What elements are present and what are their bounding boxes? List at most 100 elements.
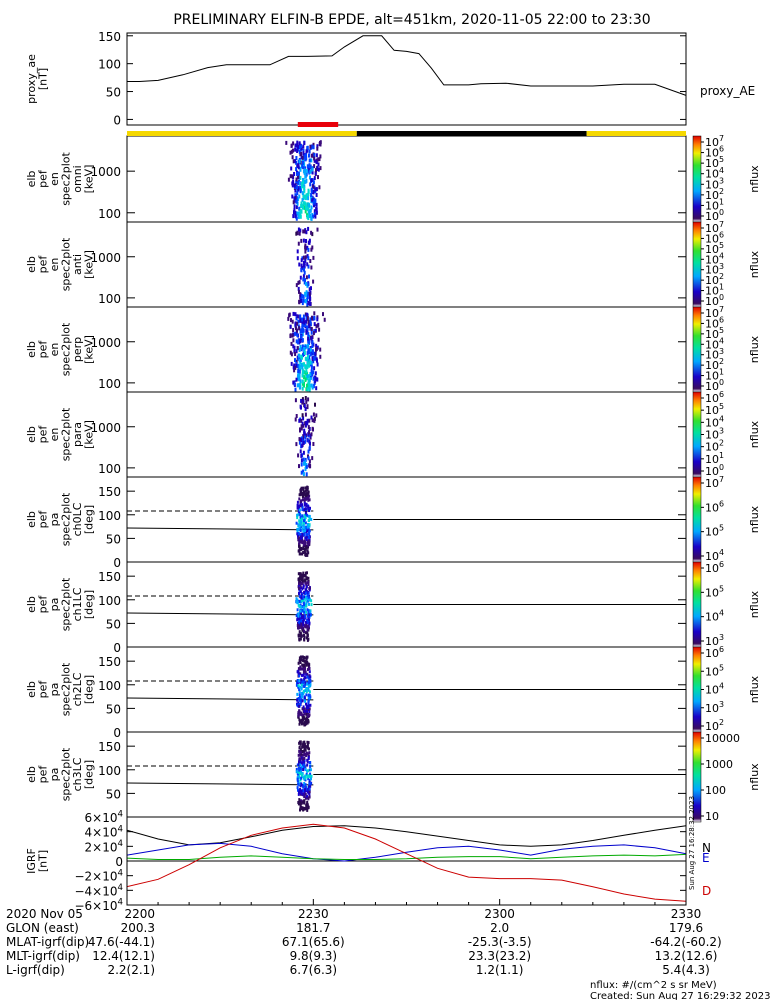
pixel-cell: [308, 374, 311, 379]
pixel-cell: [322, 312, 324, 317]
pixel-cell: [298, 377, 301, 382]
pixel-cell: [311, 340, 314, 345]
pixel-cell: [303, 548, 306, 551]
pixel-cell: [304, 595, 307, 599]
pixel-cell: [306, 808, 309, 812]
pixel-cell: [305, 712, 308, 716]
pixel-cell: [301, 379, 304, 384]
pixel-cell: [292, 159, 295, 164]
pixel-cell: [310, 195, 313, 200]
pixel-cell: [297, 536, 300, 540]
pixel-cell: [303, 383, 305, 388]
pixel-cell: [301, 181, 303, 186]
pixel-cell: [303, 606, 305, 610]
pixel-cell: [304, 631, 307, 635]
pixel-cell: [305, 536, 308, 540]
pixel-cell: [308, 586, 311, 590]
pixel-cell: [298, 620, 301, 624]
pixel-cell: [306, 297, 309, 302]
pixel-cell: [297, 144, 299, 149]
pixel-cell: [307, 336, 310, 341]
pixel-cell: [301, 365, 304, 370]
pixel-cell: [304, 717, 307, 721]
pixel-cell: [312, 180, 315, 185]
pixel-cell: [295, 614, 298, 618]
xaxis-value-mlat: -25.3(-3.5): [468, 935, 532, 949]
pixel-cell: [303, 492, 306, 496]
colorbars-layer: 107106105104103102101100nflux10710610510…: [692, 134, 761, 823]
pixel-cell: [304, 776, 307, 780]
pixel-cell: [297, 532, 300, 535]
pixel-cell: [308, 238, 311, 243]
pixel-cell: [313, 158, 316, 163]
pixel-cell: [299, 685, 301, 689]
pixel-cell: [310, 383, 313, 388]
ytick-label: −2×104: [74, 868, 123, 883]
pixel-cell: [310, 369, 313, 374]
pixel-cell: [302, 314, 305, 319]
pixel-cell: [308, 613, 311, 617]
pixel-cell: [309, 703, 312, 707]
xaxis-value-mlat: 47.6(-44.1): [88, 935, 155, 949]
pixel-cell: [295, 414, 298, 418]
pixel-cell: [308, 530, 311, 534]
colorbar-tick-label: 104: [705, 336, 724, 351]
pixel-cell: [296, 249, 299, 254]
pixel-cell: [308, 792, 311, 796]
ytick-label: 100: [98, 292, 121, 306]
pixel-cell: [307, 756, 310, 759]
pixel-cell: [309, 214, 312, 218]
pixel-cell: [303, 597, 306, 601]
pixel-cell: [302, 178, 304, 182]
colorbar-tick-label: 101: [705, 197, 724, 212]
pixel-cell: [302, 508, 305, 512]
pixel-cell: [306, 533, 309, 537]
pixel-cell: [310, 178, 313, 183]
pixel-cell: [297, 612, 300, 616]
colorbar-tick-label: 104: [705, 609, 724, 624]
pixel-cell: [302, 441, 305, 445]
pixel-cell: [310, 603, 313, 607]
pixel-cell: [315, 357, 318, 362]
pixel-cell: [301, 386, 304, 391]
pixel-cell: [305, 663, 308, 667]
colorbar-tick-label: 104: [705, 166, 724, 181]
pixel-cell: [304, 166, 307, 171]
pixel-cell: [285, 140, 288, 145]
pixel-cell: [287, 316, 290, 321]
pixel-cell: [297, 770, 300, 774]
pixel-cell: [299, 788, 302, 791]
ylabel-line: proxy_ae: [25, 54, 38, 104]
pixel-cell: [308, 153, 310, 158]
pixel-cell: [300, 201, 303, 206]
pixel-cell: [304, 407, 307, 412]
pixel-cell: [312, 331, 315, 336]
pixel-cell: [310, 336, 313, 341]
pixel-cell: [298, 698, 301, 702]
pixel-cell: [310, 517, 313, 521]
pixel-cell: [303, 790, 306, 794]
pixel-cell: [304, 681, 307, 685]
pixel-cell: [308, 778, 311, 782]
ylabel-line: elb: [25, 171, 38, 188]
pixel-cell: [309, 144, 312, 149]
pixel-cell: [310, 286, 312, 291]
pixel-cell: [301, 301, 304, 306]
pixel-cell: [316, 362, 319, 367]
pixel-cell: [296, 140, 299, 145]
pixel-cell: [300, 520, 303, 524]
pixel-cell: [308, 785, 311, 789]
pixel-cell: [298, 617, 301, 621]
pixel-cell: [297, 788, 299, 792]
pixel-cell: [301, 338, 304, 343]
pixel-cell: [295, 283, 298, 288]
pixel-cell: [303, 539, 306, 543]
pixel-cell: [298, 783, 301, 787]
pixel-cell: [294, 195, 297, 200]
xaxis-value-mlt: 23.3(23.2): [468, 949, 531, 963]
pixel-cell: [299, 740, 302, 744]
pixel-cell: [302, 318, 305, 323]
pixel-cell: [296, 333, 299, 338]
pixel-cell: [309, 675, 312, 679]
